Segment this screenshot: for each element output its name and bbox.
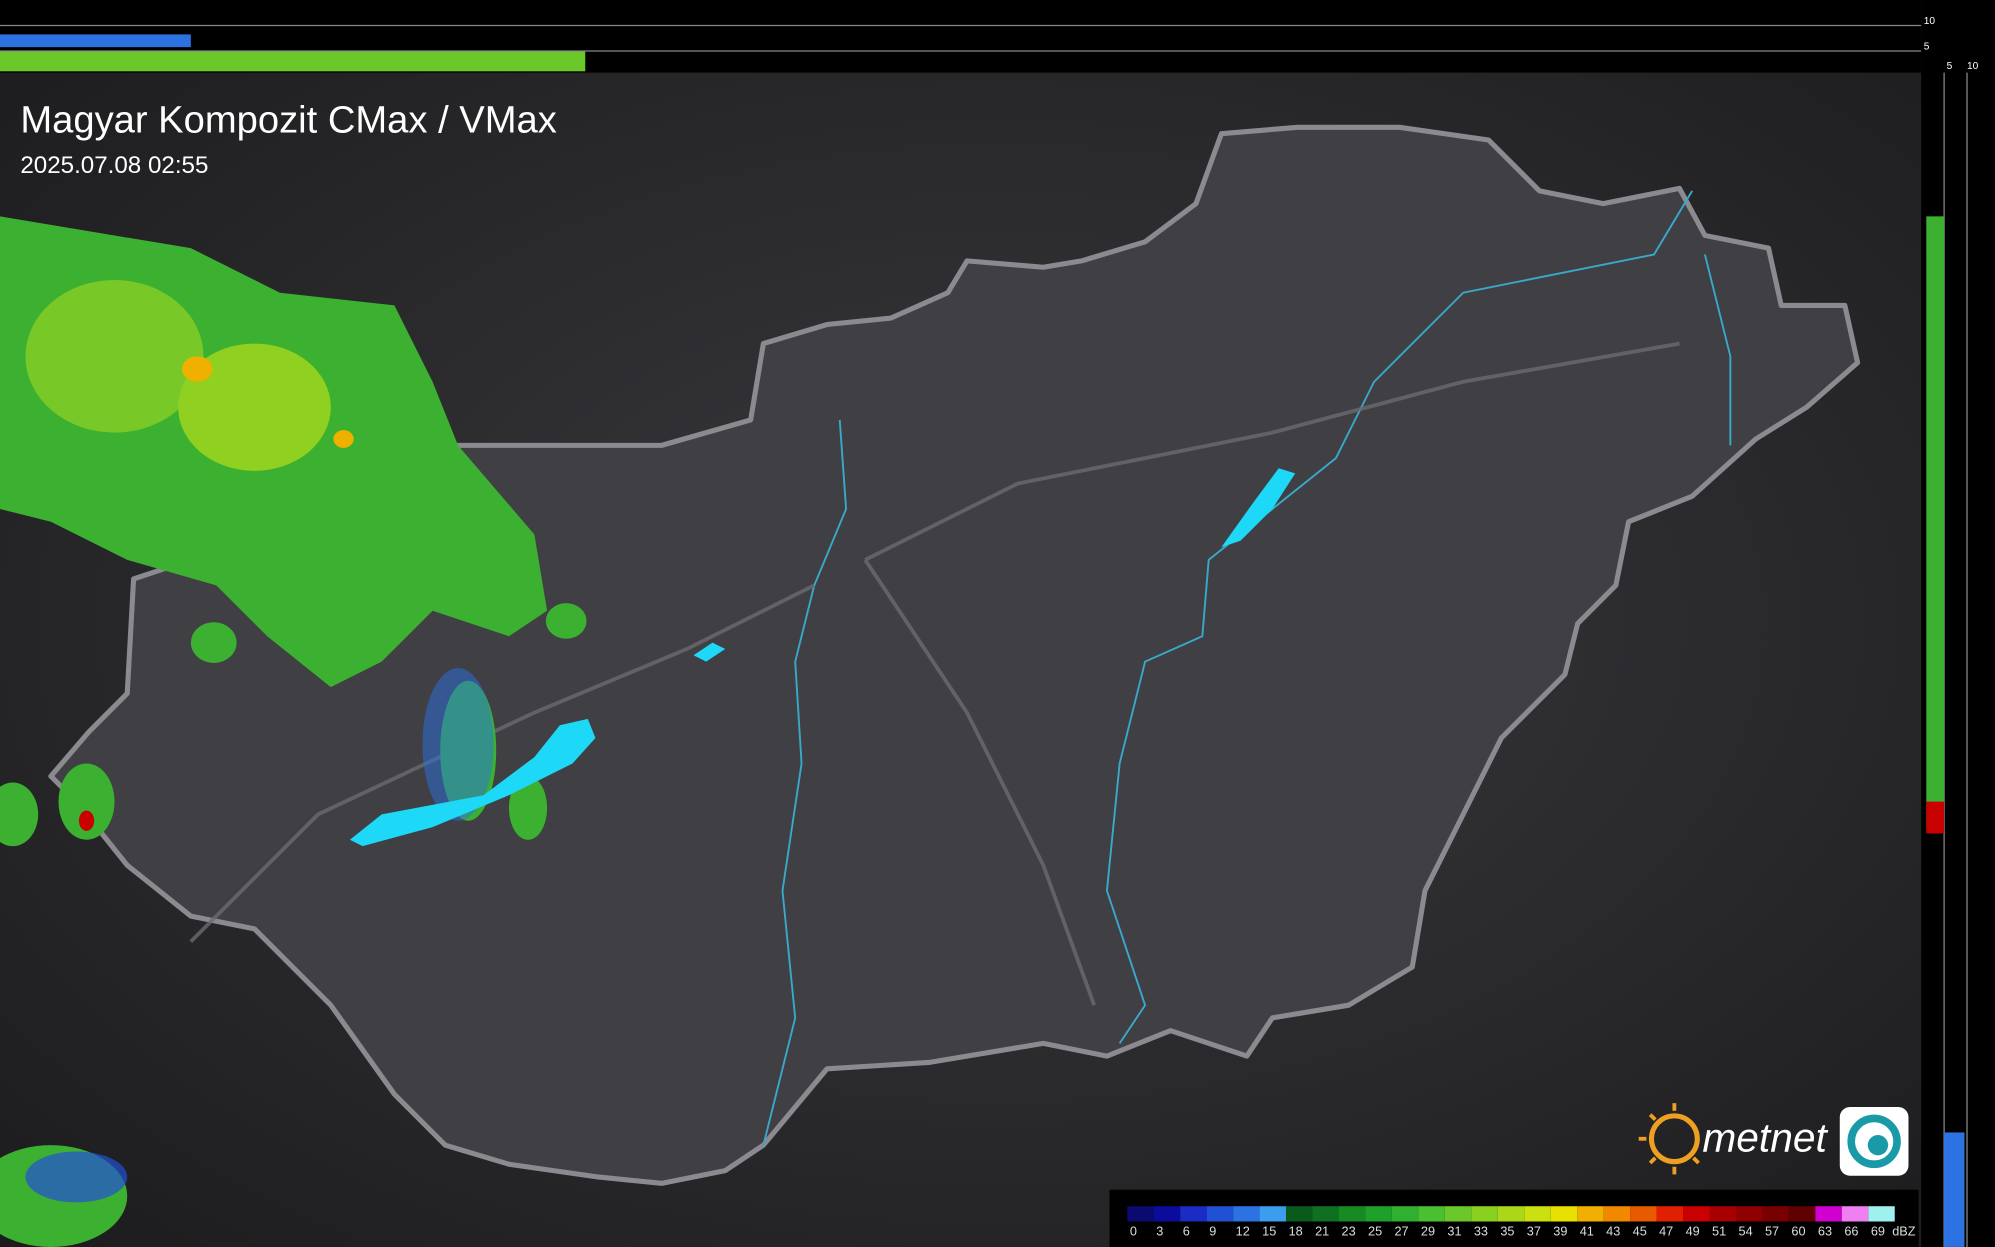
legend: 0 3 6 9 12 15 18 21 23 25 27 29 31 33 35 37 39 41 43 45 47 49… [1127,1206,1916,1238]
logo-text: metnet [1702,1115,1828,1161]
legend-swatch [1577,1206,1604,1222]
country-outline [48,124,1861,1186]
legend-swatch [1286,1206,1313,1222]
legend-label: 9 [1209,1223,1216,1238]
legend-label: 57 [1765,1223,1779,1238]
legend-swatch [1524,1206,1551,1222]
rivers [762,190,1732,1146]
logo: metnet [1638,1103,1909,1176]
legend-swatch [1550,1206,1578,1222]
legend-label: 29 [1421,1223,1435,1238]
roads [189,341,1680,1006]
legend-unit: dBZ [1892,1223,1916,1238]
timestamp: 2025.07.08 02:55 [20,152,208,179]
legend-label: 6 [1183,1223,1190,1238]
side-profile-echo [1926,216,1945,828]
legend-label: 66 [1844,1223,1858,1238]
legend-swatch [1206,1206,1234,1222]
legend-label: 12 [1236,1223,1250,1238]
legend-swatch [1630,1206,1657,1222]
legend-swatch [1391,1206,1419,1222]
lakes [349,468,1296,847]
legend-label: 25 [1368,1223,1382,1238]
legend-swatch [1841,1206,1869,1222]
legend-swatch [1815,1206,1842,1222]
legend-label: 33 [1474,1223,1488,1238]
legend-label: 51 [1712,1223,1726,1238]
legend-swatch [1471,1206,1498,1222]
legend-label: 23 [1342,1223,1356,1238]
legend-label: 45 [1633,1223,1647,1238]
legend-label: 18 [1289,1223,1303,1238]
legend-swatch [1868,1206,1895,1222]
top-profile-echo [0,50,586,72]
legend-label: 60 [1791,1223,1805,1238]
side-profile-echo [1926,801,1945,834]
map-title: Magyar Kompozit CMax / VMax [20,98,556,141]
axis-label: 10 [1967,61,1979,72]
legend-swatch [1683,1206,1710,1222]
side-profile-echo [1944,1132,1965,1247]
legend-label: 47 [1659,1223,1673,1238]
legend-swatch [1603,1206,1631,1222]
legend-label: 21 [1315,1223,1329,1238]
legend-swatch [1497,1206,1525,1222]
legend-label: 41 [1580,1223,1594,1238]
legend-swatch [1418,1206,1445,1222]
legend-swatch [1762,1206,1789,1222]
axis-label: 5 [1947,61,1953,72]
legend-label: 15 [1262,1223,1276,1238]
legend-label: 3 [1156,1223,1163,1238]
legend-swatch [1365,1206,1392,1222]
legend-label: 54 [1739,1223,1753,1238]
legend-label: 63 [1818,1223,1832,1238]
legend-swatch [1656,1206,1684,1222]
legend-swatch [1233,1206,1260,1222]
legend-swatch [1788,1206,1816,1222]
legend-swatch [1153,1206,1181,1222]
legend-label: 49 [1686,1223,1700,1238]
legend-swatch [1180,1206,1207,1222]
top-profile-echo [0,34,191,48]
legend-swatch [1338,1206,1366,1222]
legend-label: 39 [1553,1223,1567,1238]
legend-swatch [1312,1206,1339,1222]
legend-label: 31 [1447,1223,1461,1238]
radar-echoes [0,216,587,1247]
legend-label: 35 [1500,1223,1514,1238]
legend-label: 0 [1130,1223,1137,1238]
legend-swatch [1709,1206,1736,1222]
axis-label: 10 [1924,16,1936,27]
legend-label: 27 [1394,1223,1408,1238]
legend-label: 69 [1871,1223,1885,1238]
legend-swatch [1259,1206,1287,1222]
legend-swatch [1444,1206,1472,1222]
legend-swatch [1127,1206,1154,1222]
legend-label: 43 [1606,1223,1620,1238]
axis-label: 5 [1924,42,1930,53]
legend-label: 37 [1527,1223,1541,1238]
legend-swatch [1735,1206,1763,1222]
